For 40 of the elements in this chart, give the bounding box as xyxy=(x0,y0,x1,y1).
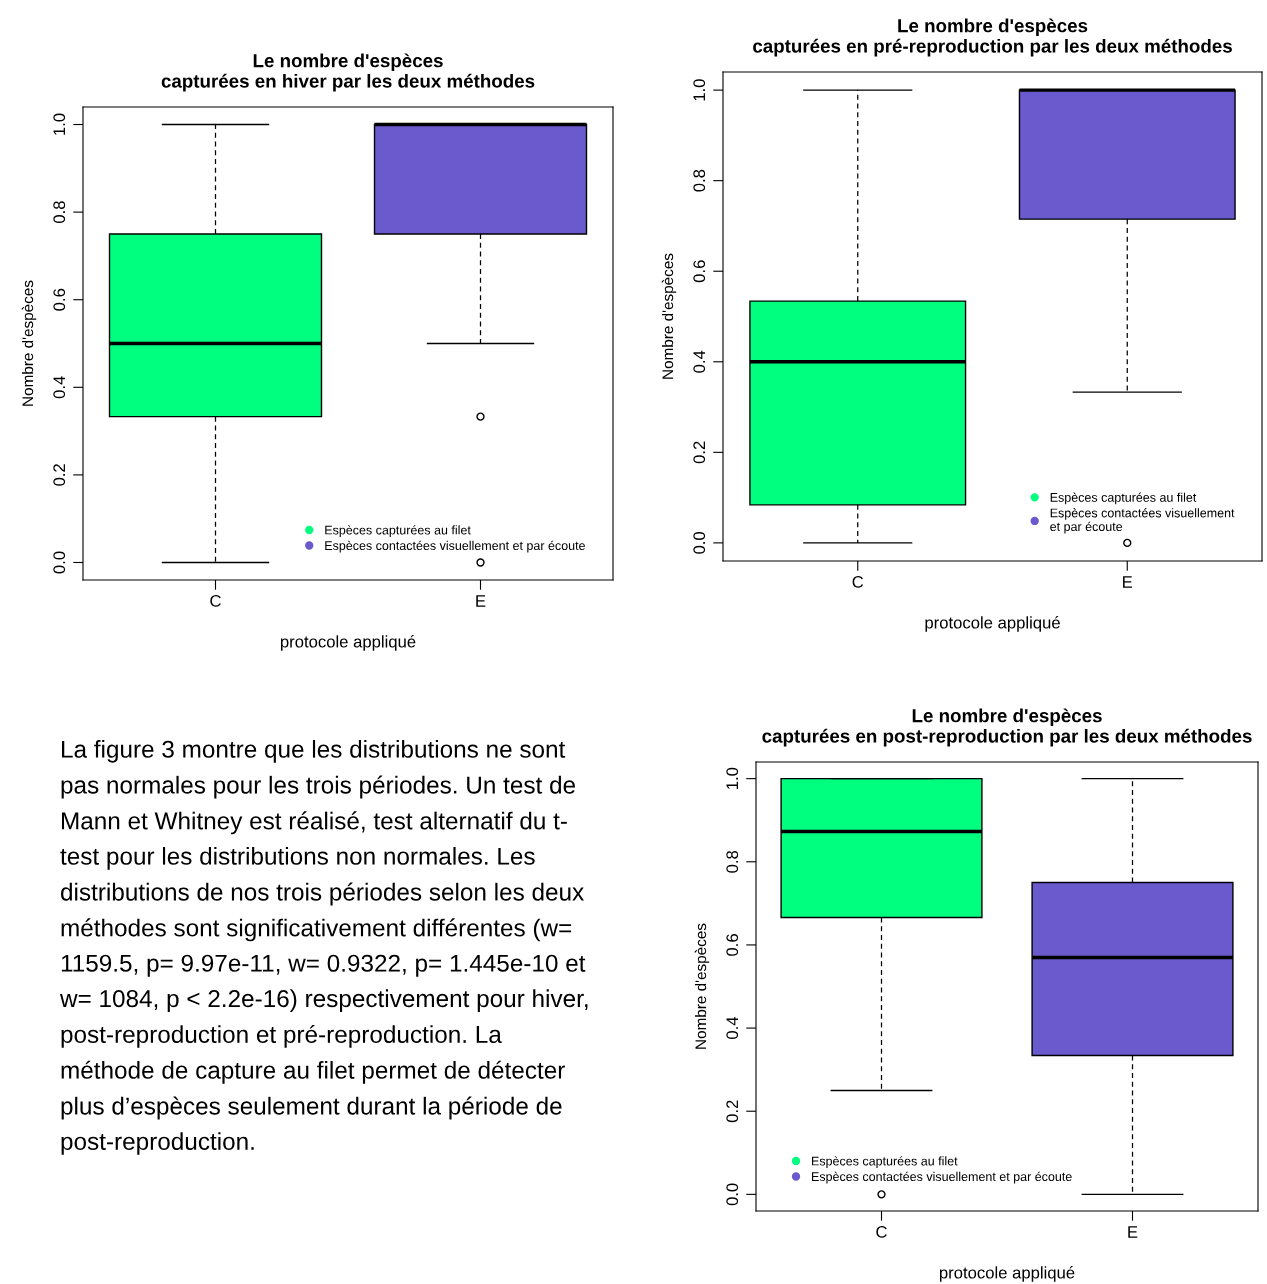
x-axis-title: protocole appliqué xyxy=(939,1266,1075,1282)
y-tick-label: 0.6 xyxy=(726,934,739,956)
y-tick-label: 0.0 xyxy=(53,551,66,574)
legend-label: Espèces capturées au filet xyxy=(812,1156,958,1168)
y-tick-label: 0.2 xyxy=(726,1100,739,1123)
y-tick-label: 0.4 xyxy=(693,350,706,373)
chart-title: Le nombre d'espèces capturées en pré-reproduction par les deux méthodes xyxy=(753,18,1232,57)
y-tick-label: 0.6 xyxy=(53,288,66,311)
chart-title: Le nombre d'espèces capturées en post-reproduction par les deux méthodes xyxy=(762,708,1252,747)
legend-label: Espèces contactées visuellement et par écoute xyxy=(325,540,585,553)
y-tick-label: 0.2 xyxy=(693,441,706,464)
y-tick-label: 0.8 xyxy=(726,850,739,873)
y-tick-label: 0.0 xyxy=(726,1183,739,1206)
y-tick-label: 0.8 xyxy=(693,169,706,192)
legend-label: Espèces capturées au filet xyxy=(325,525,471,537)
x-axis-title: protocole appliqué xyxy=(925,616,1060,632)
legend-label: Espèces contactées visuellement et par écoute xyxy=(812,1171,1072,1184)
legend-label: Espèces capturées au filet xyxy=(1050,492,1197,505)
x-tick-label: E xyxy=(1123,576,1133,588)
y-tick-label: 0.8 xyxy=(53,201,66,224)
legend-label: Espèces contactées visuellement et par écoute xyxy=(1050,508,1235,534)
y-tick-label: 0.4 xyxy=(726,1016,739,1040)
y-tick-label: 1.0 xyxy=(693,79,706,101)
x-axis-title: protocole appliqué xyxy=(280,635,416,651)
y-tick-label: 0.4 xyxy=(53,376,66,399)
y-axis-title: Nombre d'espèces xyxy=(661,253,677,379)
chart-title: Le nombre d'espèces capturées en hiver par les deux méthodes xyxy=(161,53,535,92)
y-tick-label: 0.2 xyxy=(53,464,66,486)
x-tick-label: C xyxy=(876,1226,887,1238)
y-axis-title: Nombre d'espèces xyxy=(694,923,710,1049)
y-tick-label: 0.0 xyxy=(693,531,706,554)
y-axis-title: Nombre d'espèces xyxy=(21,280,37,406)
x-tick-label: C xyxy=(210,595,221,607)
y-tick-label: 1.0 xyxy=(726,767,739,789)
y-tick-label: 0.6 xyxy=(693,260,706,283)
y-tick-label: 1.0 xyxy=(53,113,66,135)
x-tick-label: E xyxy=(1128,1226,1138,1238)
text: La figure 3 montre que les distributions ne sont pas normales pour les trois périodes. Un test de Mann et Whitney est réalisé, test alternatif du t- test pour les distributions non normales. Les distributions de nos trois périodes selon les deux méthodes sont significativement différentes (w= 1159.5, p= 9.97e-11, w= 0.9322, p= 1.445e-10 et w= 1084, p < 2.2e-16) respectivement pour hiver, post-reproduction et pré-reproduction. La méthode de capture au filet permet de détecter plus d’espèces seulement durant la période de post-reproduction. xyxy=(59,740,588,1155)
x-tick-label: C xyxy=(852,576,864,588)
x-tick-label: E xyxy=(476,595,486,607)
